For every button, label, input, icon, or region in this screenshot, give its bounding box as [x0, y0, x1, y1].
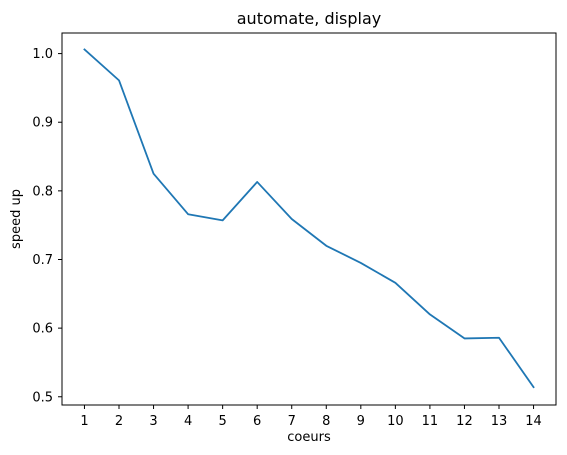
y-tick-label: 0.7: [32, 253, 53, 268]
y-tick-label: 1.0: [32, 47, 53, 62]
y-tick-label: 0.6: [32, 322, 53, 337]
y-tick-label: 0.9: [32, 116, 53, 131]
x-tick-label: 4: [184, 414, 192, 429]
x-tick-label: 2: [115, 414, 123, 429]
series-layer: [83, 48, 535, 389]
x-axis: 1 2 3 4 5 6 7 8 9 10 11 12 13 14: [80, 405, 542, 429]
y-tick-label: 0.5: [32, 390, 53, 405]
x-tick-label: 9: [357, 414, 365, 429]
y-tick-label: 0.8: [32, 184, 53, 199]
x-tick-label: 6: [253, 414, 261, 429]
x-tick-label: 12: [456, 414, 473, 429]
y-axis: 0.5 0.6 0.7 0.8 0.9 1.0: [32, 47, 62, 405]
series-line-0: [83, 48, 535, 389]
chart-title: automate, display: [237, 9, 382, 28]
x-tick-label: 11: [422, 414, 439, 429]
x-tick-label: 10: [387, 414, 404, 429]
y-axis-label: speed up: [9, 189, 24, 249]
x-tick-label: 5: [218, 414, 226, 429]
x-tick-label: 3: [149, 414, 157, 429]
x-tick-label: 14: [525, 414, 542, 429]
plot-frame: [61, 32, 557, 406]
plot-area: [62, 33, 556, 405]
x-tick-label: 13: [491, 414, 508, 429]
x-tick-label: 1: [80, 414, 88, 429]
x-tick-label: 7: [288, 414, 296, 429]
x-tick-label: 8: [322, 414, 330, 429]
x-axis-label: coeurs: [287, 430, 331, 445]
